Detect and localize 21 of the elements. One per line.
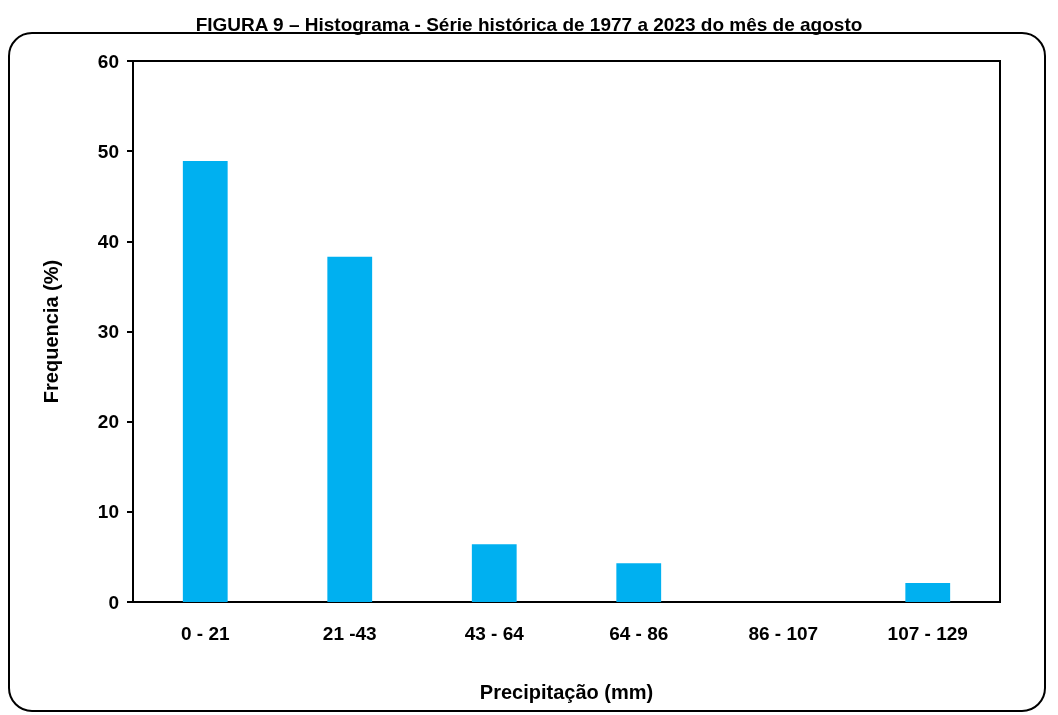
y-tick-label: 40 xyxy=(97,230,119,252)
y-tick-label: 50 xyxy=(97,140,119,162)
x-tick-label: 86 - 107 xyxy=(748,623,819,644)
y-tick-label: 30 xyxy=(97,321,119,342)
y-tick-label: 20 xyxy=(97,411,119,433)
x-tick-label: 64 - 86 xyxy=(609,623,669,644)
x-tick-label: 0 - 21 xyxy=(180,623,230,644)
x-tick-label: 107 - 129 xyxy=(887,623,968,644)
y-tick-label: 0 xyxy=(108,591,119,613)
x-axis-title: Precipitação (mm) xyxy=(479,681,654,703)
y-tick-label: 10 xyxy=(97,501,119,523)
bar xyxy=(182,161,228,602)
bar xyxy=(905,583,951,602)
bar xyxy=(616,563,662,602)
x-tick-label: 21 -43 xyxy=(322,623,377,644)
y-tick-label: 60 xyxy=(97,50,119,72)
y-axis-title: Frequencia (%) xyxy=(40,259,62,404)
bar xyxy=(327,256,373,602)
x-tick-label: 43 - 64 xyxy=(464,623,525,644)
bar xyxy=(471,544,517,602)
chart-title: FIGURA 9 – Histograma - Série histórica de 1977 a 2023 do mês de agosto xyxy=(195,14,863,35)
